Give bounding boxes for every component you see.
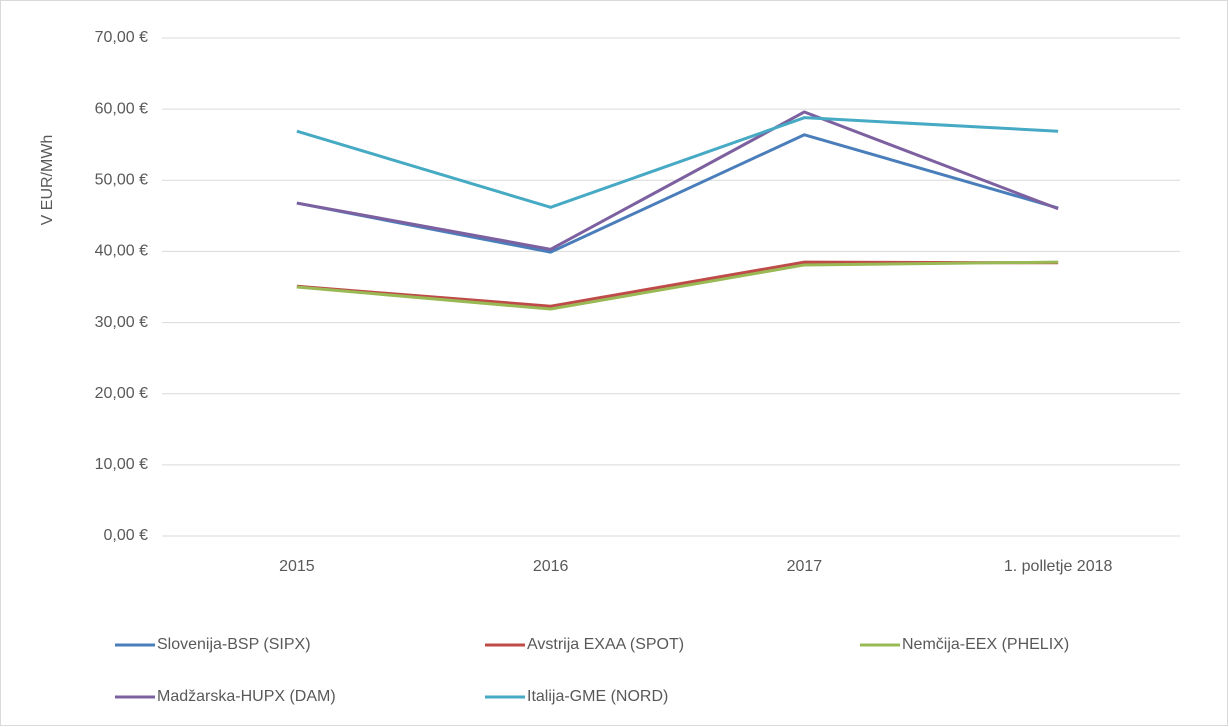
y-tick-label: 50,00 € [95,172,148,189]
x-tick-label: 2015 [279,558,315,575]
legend-label: Nemčija-EEX (PHELIX) [902,636,1069,653]
legend-label: Madžarska-HUPX (DAM) [157,688,336,705]
legend-label: Avstrija EXAA (SPOT) [527,636,684,653]
series-line [296,260,1059,311]
y-tick-label: 30,00 € [95,314,148,331]
series-line [296,116,1059,209]
y-tick-label: 70,00 € [95,29,148,46]
y-tick-label: 10,00 € [95,456,148,473]
y-tick-label: 20,00 € [95,385,148,402]
x-tick-label: 2016 [533,558,569,575]
y-tick-label: 60,00 € [95,100,148,117]
legend-label: Italija-GME (NORD) [527,688,668,705]
y-tick-label: 0,00 € [104,527,149,544]
y-axis-label: V EUR/MWh [39,135,56,226]
legend-label: Slovenija-BSP (SIPX) [157,636,311,653]
x-tick-label: 2017 [787,558,823,575]
x-tick-label: 1. polletje 2018 [1004,558,1113,575]
series-line [296,110,1059,251]
y-tick-label: 40,00 € [95,243,148,260]
